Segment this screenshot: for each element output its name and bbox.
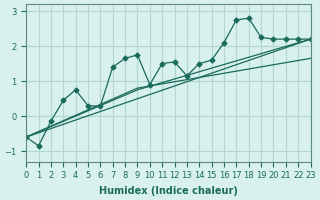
X-axis label: Humidex (Indice chaleur): Humidex (Indice chaleur) xyxy=(99,186,238,196)
